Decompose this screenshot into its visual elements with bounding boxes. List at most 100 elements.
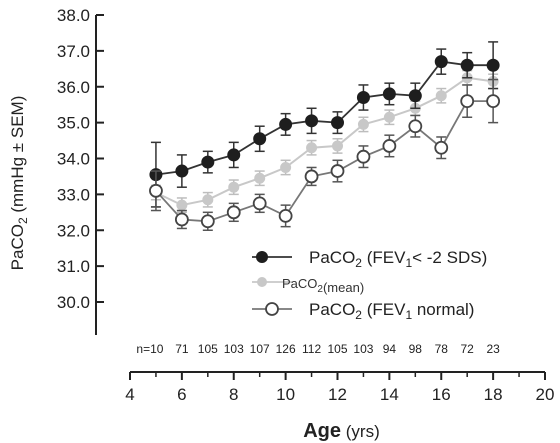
n-label: 98 — [409, 342, 423, 356]
n-label: 23 — [486, 342, 500, 356]
data-point — [408, 119, 423, 134]
x-tick-label: 18 — [484, 385, 503, 404]
n-label: 94 — [383, 342, 397, 356]
x-tick-label: 12 — [328, 385, 347, 404]
legend-item: PaCO2(mean) — [252, 276, 364, 295]
x-tick-label: 8 — [229, 385, 238, 404]
x-tick-label: 4 — [125, 385, 134, 404]
n-label: 112 — [302, 342, 321, 356]
data-point — [356, 149, 371, 164]
y-tick-label: 33.0 — [57, 185, 90, 204]
n-label: 103 — [353, 342, 373, 356]
data-point — [435, 90, 447, 102]
data-point — [460, 58, 474, 72]
x-tick-label: 10 — [276, 385, 295, 404]
n-label: 78 — [435, 342, 449, 356]
legend-marker — [256, 251, 268, 263]
series-1 — [150, 69, 499, 214]
axis-labels: PaCO2 (mmHg ± SEM)Age (yrs) — [8, 96, 380, 442]
data-point — [382, 139, 397, 153]
y-tick-label: 36.0 — [57, 78, 90, 97]
legend-label-text: (mean) — [323, 280, 364, 295]
n-label: 126 — [276, 342, 296, 356]
data-point — [201, 155, 215, 169]
n-label: 103 — [224, 342, 244, 356]
data-point — [434, 55, 448, 69]
y-tick-label: 35.0 — [57, 114, 90, 133]
legend-label-subscript: 2 — [355, 308, 362, 322]
legend-label-subscript: 2 — [317, 284, 323, 295]
n-label: 71 — [175, 342, 189, 356]
data-point — [226, 205, 241, 220]
y-axis-label-text: (mmHg ± SEM) — [8, 96, 27, 218]
legend-label-text: PaCO — [282, 276, 317, 291]
legend-label: PaCO2 (FEV1 normal) — [309, 300, 474, 322]
data-point — [357, 118, 369, 130]
y-axis-label-subscript: 2 — [16, 217, 30, 224]
legend-marker — [257, 277, 267, 287]
data-point — [278, 208, 293, 223]
legend-label-subscript: 2 — [355, 256, 362, 270]
data-point — [253, 132, 267, 146]
series-0 — [149, 41, 500, 208]
x-axis-label: Age (yrs) — [303, 420, 380, 442]
data-point — [149, 183, 163, 198]
data-point — [280, 161, 292, 173]
y-axis-label: PaCO2 (mmHg ± SEM) — [8, 96, 30, 271]
x-tick-label: 14 — [380, 385, 399, 404]
n-label: 107 — [250, 342, 270, 356]
data-point — [202, 194, 214, 206]
data-point — [356, 91, 370, 105]
legend-label-text: PaCO — [309, 300, 355, 319]
legend-label-text: (FEV — [362, 248, 406, 267]
data-point — [228, 181, 240, 193]
plot-area — [149, 41, 501, 231]
legend-label-subscript: 1 — [405, 308, 412, 322]
n-label: 105 — [327, 342, 347, 356]
y-tick-label: 30.0 — [57, 293, 90, 312]
data-point — [486, 94, 501, 108]
series-2 — [149, 78, 501, 231]
data-point — [279, 117, 293, 131]
legend-label: PaCO2(mean) — [282, 276, 364, 295]
legend-label-text: PaCO — [309, 248, 355, 267]
legend-label-subscript: 1 — [405, 256, 412, 270]
y-axis-label-text: PaCO — [8, 224, 27, 270]
x-tick-label: 6 — [177, 385, 186, 404]
data-point — [304, 169, 319, 184]
data-point — [408, 89, 422, 103]
y-tick-label: 38.0 — [57, 6, 90, 25]
data-point — [434, 140, 449, 155]
data-point — [383, 111, 395, 123]
data-point — [174, 212, 189, 227]
legend-label-text: normal) — [412, 300, 474, 319]
x-axis-label-main: Age — [303, 420, 341, 442]
data-point — [332, 140, 343, 152]
data-point — [382, 87, 396, 101]
x-tick-label: 20 — [536, 385, 555, 404]
legend-label-text: (FEV — [362, 300, 406, 319]
legend-label: PaCO2 (FEV1< -2 SDS) — [309, 248, 487, 270]
y-tick-label: 34.0 — [57, 150, 90, 169]
y-tick-label: 37.0 — [57, 42, 90, 61]
y-tick-label: 31.0 — [57, 257, 90, 276]
legend-marker — [265, 302, 279, 316]
data-point — [252, 196, 267, 211]
sample-size-labels: n=10 71 105 103 107 126 112 105 103 94 98 78 72 23 — [136, 342, 500, 356]
data-point — [460, 94, 475, 108]
data-point — [227, 148, 241, 162]
data-point — [486, 58, 500, 72]
data-point — [254, 172, 266, 184]
data-point — [200, 214, 215, 229]
n-label: 105 — [198, 342, 218, 356]
legend: PaCO2 (FEV1< -2 SDS)PaCO2(mean)PaCO2 (FE… — [252, 248, 487, 322]
data-point — [331, 116, 344, 130]
legend-item: PaCO2 (FEV1 normal) — [252, 300, 474, 322]
ticks: 30.0 31.0 32.0 33.0 34.0 35.0 36.0 37.0 38.0 4 6 8 1… — [57, 6, 555, 404]
data-point — [330, 164, 345, 178]
x-axis-label-unit: (yrs) — [341, 422, 380, 441]
data-point — [176, 199, 188, 211]
legend-label-text: < -2 SDS) — [412, 248, 487, 267]
n-label: 72 — [461, 342, 475, 356]
